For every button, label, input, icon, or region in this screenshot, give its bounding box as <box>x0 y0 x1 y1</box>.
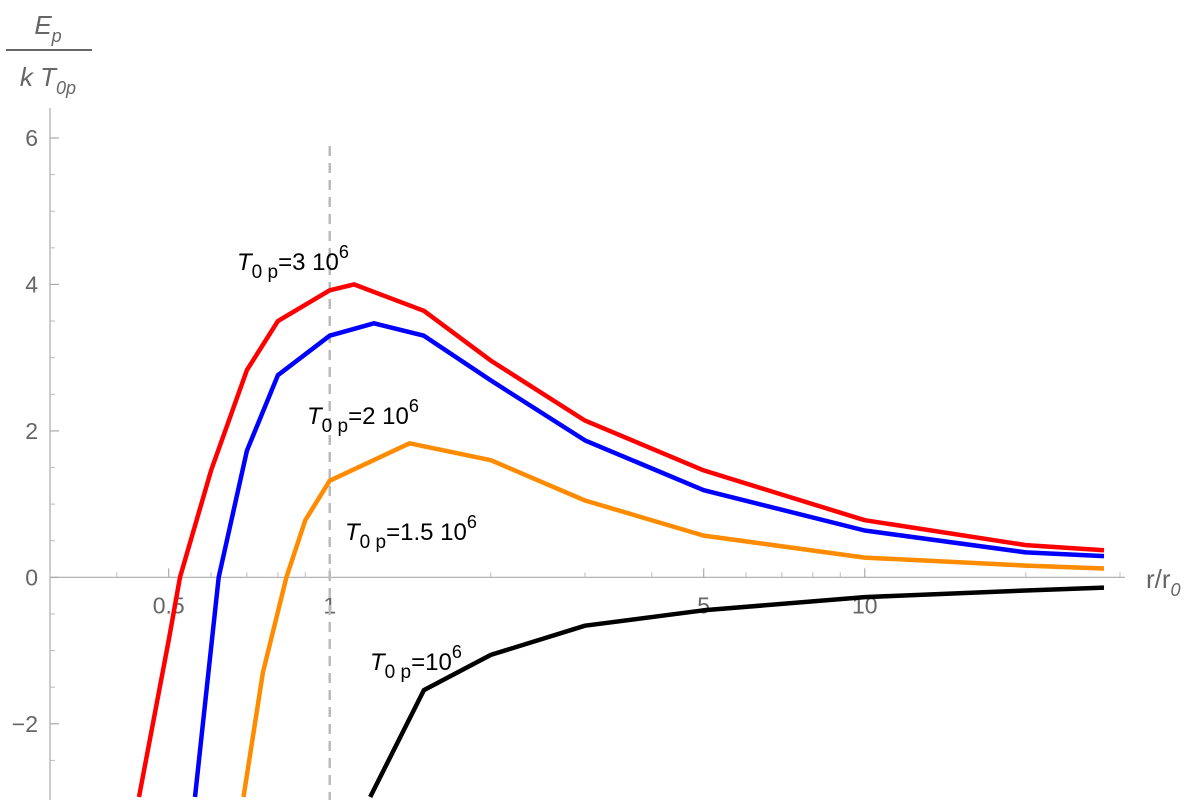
y-label-denominator: k T0p <box>20 62 76 98</box>
annotation: T0 p=1.5 106 <box>345 512 477 553</box>
line <box>136 282 1105 798</box>
text: 0p <box>56 78 76 98</box>
y-tick-label: 2 <box>25 418 38 444</box>
text: 6 <box>409 396 419 416</box>
text: 0 p <box>385 662 411 683</box>
text: T <box>345 519 362 546</box>
line <box>192 321 1105 798</box>
text: =3 10 <box>278 249 339 276</box>
text: =1.5 10 <box>386 519 467 546</box>
y-tick-label: 6 <box>25 125 38 151</box>
annotation: T0 p=3 106 <box>237 242 349 283</box>
plot-area <box>136 282 1105 799</box>
annotation: T0 p=2 106 <box>307 396 419 437</box>
text: k T <box>20 62 58 92</box>
text: T <box>370 649 387 676</box>
text: E <box>34 10 52 40</box>
text: 6 <box>467 512 477 532</box>
text: 0 p <box>322 416 348 437</box>
text: T <box>307 403 324 430</box>
text: =2 10 <box>348 403 409 430</box>
annotation: T0 p=106 <box>370 642 462 683</box>
text: r/r <box>1146 564 1171 594</box>
line <box>241 441 1105 798</box>
text: 0 p <box>252 262 278 283</box>
line <box>368 585 1105 799</box>
y-axis-label: Ep k T0p <box>6 10 92 98</box>
text: 6 <box>339 242 349 262</box>
text: T <box>237 249 254 276</box>
x-tick-label: 0.5 <box>153 592 185 618</box>
text: 6 <box>452 642 462 662</box>
text: 0 <box>1171 580 1181 600</box>
y-tick-label: 0 <box>25 564 38 590</box>
text: =10 <box>411 649 452 676</box>
x-axis-label: r/r0 <box>1146 564 1181 600</box>
text: 0 p <box>360 532 386 553</box>
text: p <box>51 26 62 46</box>
y-tick-label: 4 <box>25 271 38 297</box>
x-tick-label: 5 <box>697 592 710 618</box>
y-label-numerator: Ep <box>34 10 61 46</box>
y-tick-label: −2 <box>12 711 38 737</box>
